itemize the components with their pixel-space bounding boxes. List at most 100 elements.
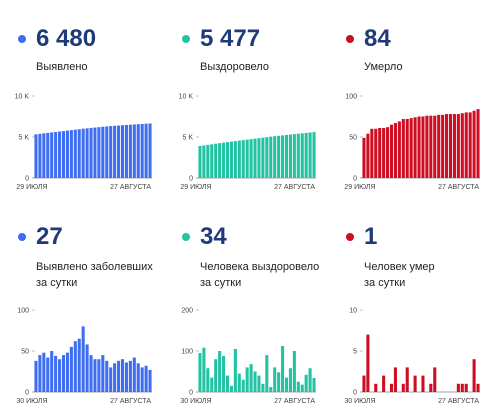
detected-total-value: 6 480 xyxy=(36,25,97,52)
bar xyxy=(468,112,472,178)
x-start-label: 29 ИЮЛЯ xyxy=(180,184,211,191)
bar xyxy=(397,121,401,178)
bar xyxy=(233,348,237,392)
bar xyxy=(237,373,241,392)
y-tick-label: 50 xyxy=(21,349,29,356)
bar xyxy=(245,139,249,178)
bar xyxy=(273,367,277,392)
bar xyxy=(124,124,128,178)
bar xyxy=(237,140,241,178)
bar xyxy=(233,141,237,178)
bar xyxy=(113,363,117,392)
bar xyxy=(214,359,218,392)
bar xyxy=(148,369,152,392)
x-end-label: 27 АВГУСТА xyxy=(438,184,479,191)
bar xyxy=(58,131,62,178)
y-tick-label: 5 xyxy=(353,349,357,356)
detected-total-label: Выявлено xyxy=(36,61,88,73)
bar xyxy=(69,130,73,178)
bar xyxy=(218,143,222,178)
y-tick-label: 200 xyxy=(181,308,193,315)
x-start-label: 30 ИЮЛЯ xyxy=(180,398,211,405)
bar xyxy=(409,118,413,178)
bar xyxy=(296,133,300,178)
y-tick-label: 10 K xyxy=(179,94,194,101)
bar xyxy=(393,123,397,178)
bar xyxy=(73,341,77,392)
bar xyxy=(374,383,378,392)
bar xyxy=(132,124,136,178)
panel-detected-daily: 27 Выявлено заболевших за сутки 0 50 100 30… xyxy=(12,222,167,419)
bar xyxy=(105,126,109,178)
bar xyxy=(362,375,366,392)
x-end-label: 27 АВГУСТА xyxy=(438,398,479,405)
bar xyxy=(105,360,109,392)
panel-detected-total: 6 480 Выявлено 0 5 K 10 K 29 ИЮЛЯ 27 АВГУСТА xyxy=(12,24,167,224)
bar xyxy=(46,132,50,178)
bar xyxy=(148,123,152,178)
bar xyxy=(101,126,105,178)
deaths-total-label: Умерло xyxy=(364,61,403,73)
deaths-total-value: 84 xyxy=(364,25,391,52)
bar xyxy=(437,114,441,178)
bar xyxy=(284,134,289,178)
bar xyxy=(281,135,285,178)
y-tick-label: 10 xyxy=(349,308,357,315)
bar xyxy=(281,346,285,392)
bar xyxy=(218,351,222,392)
bar xyxy=(54,355,58,392)
bar xyxy=(445,114,449,178)
bar xyxy=(300,133,304,178)
recovered-daily-label: Человека выздоровело xyxy=(200,261,320,273)
bar xyxy=(265,137,269,178)
bar xyxy=(382,127,386,178)
bar xyxy=(433,115,437,178)
bar xyxy=(101,355,105,392)
bar xyxy=(257,375,261,392)
x-end-label: 27 АВГУСТА xyxy=(110,184,151,191)
bar xyxy=(65,352,69,392)
bar xyxy=(241,140,245,178)
bar xyxy=(292,351,296,392)
bar xyxy=(288,134,292,178)
bar xyxy=(417,116,421,178)
bar xyxy=(202,347,206,392)
y-tick-label: 0 xyxy=(189,176,193,183)
bar xyxy=(362,137,366,178)
bar xyxy=(73,129,77,178)
bar xyxy=(117,125,121,178)
bar xyxy=(413,375,417,392)
bar xyxy=(452,114,456,178)
bar xyxy=(198,353,202,392)
bar xyxy=(261,383,265,392)
y-tick-label: 50 xyxy=(349,135,357,142)
bar xyxy=(366,334,370,392)
bar xyxy=(393,367,397,392)
bar xyxy=(433,367,437,392)
panel-recovered-total: 5 477 Выздоровело 0 5 K 10 K 29 ИЮЛЯ 27 АВГУ… xyxy=(176,24,331,224)
bar xyxy=(401,383,405,392)
bar xyxy=(421,116,425,178)
bar xyxy=(300,384,304,392)
legend-dot-icon xyxy=(182,233,190,241)
deaths-daily-label-2: за сутки xyxy=(364,277,406,289)
bar xyxy=(97,359,101,392)
bar xyxy=(69,346,73,392)
bar xyxy=(429,383,433,392)
bar xyxy=(81,326,85,392)
legend-dot-icon xyxy=(18,35,26,43)
bar xyxy=(120,359,125,392)
legend-dot-icon xyxy=(182,35,190,43)
bar xyxy=(366,133,370,178)
y-tick-label: 100 xyxy=(345,94,357,101)
bar xyxy=(109,367,113,392)
detected-daily-label: Выявлено заболевших xyxy=(36,261,153,273)
bar xyxy=(65,130,69,178)
bar xyxy=(273,136,277,178)
bar xyxy=(253,138,257,178)
bar xyxy=(456,383,460,392)
bar xyxy=(50,132,54,178)
bar xyxy=(401,118,405,178)
bar xyxy=(109,126,113,178)
y-tick-label: 0 xyxy=(353,176,357,183)
